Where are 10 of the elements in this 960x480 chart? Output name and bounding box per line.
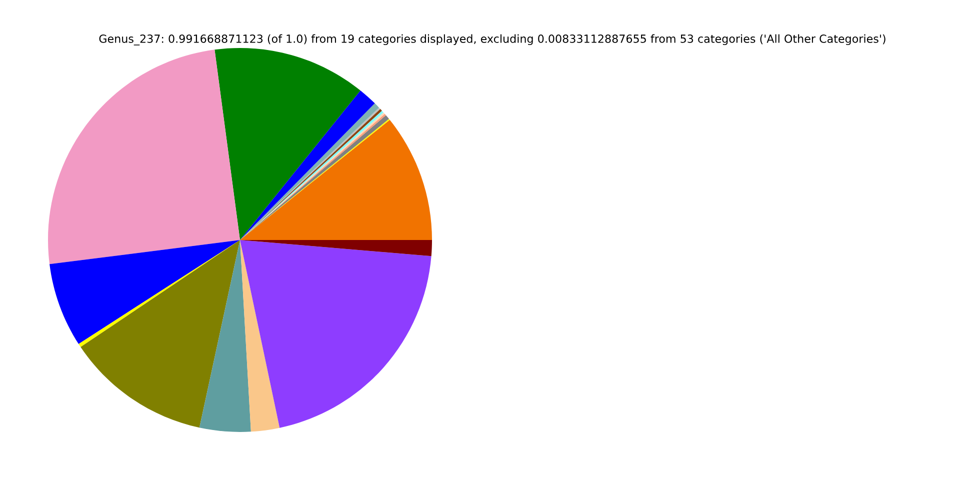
- pie-slice: [199, 240, 251, 432]
- pie-slice: [240, 240, 432, 256]
- pie-slice: [240, 240, 280, 432]
- pie-slice: [240, 120, 432, 240]
- pie-slice: [80, 240, 240, 428]
- pie-slice: [214, 48, 360, 240]
- pie-slice: [240, 240, 432, 428]
- pie-slice: [48, 50, 240, 264]
- pie-slice: [50, 240, 240, 344]
- text: Genus_237: 0.991668871123 (of 1.0) from 19 categories displayed, excluding 0.00833112887655 from 53 categories ('All Other Categories'): [99, 34, 886, 46]
